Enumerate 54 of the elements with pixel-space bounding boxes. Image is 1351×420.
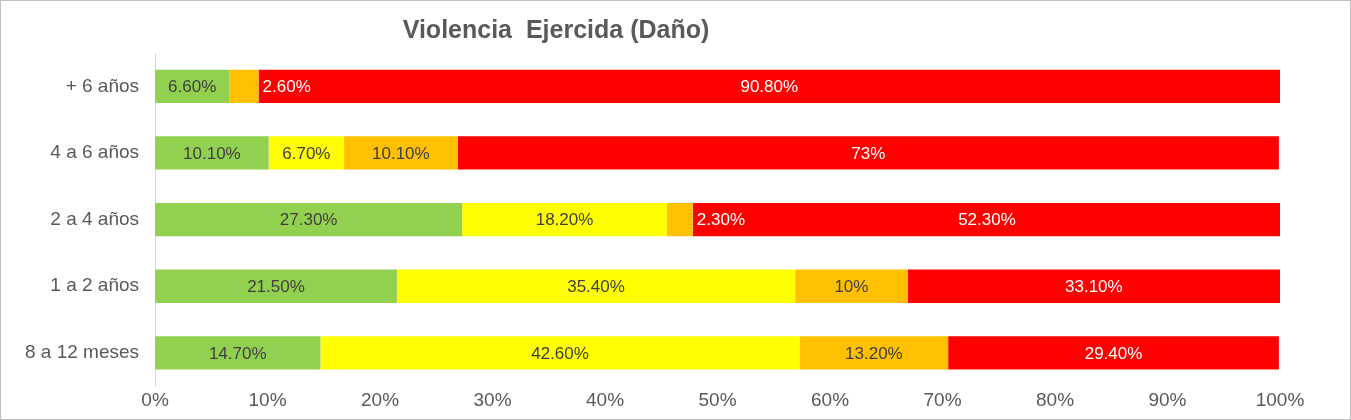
- x-tick-label: 90%: [1148, 388, 1187, 410]
- bar: [396, 269, 796, 303]
- data-label: 10%: [834, 276, 869, 296]
- data-label: 33.10%: [1064, 276, 1123, 296]
- data-label: 21.50%: [247, 276, 305, 296]
- bar: [155, 269, 397, 303]
- x-tick-label: 70%: [923, 388, 962, 410]
- data-label: 2.60%: [262, 77, 311, 97]
- bar: [795, 269, 908, 303]
- data-label: 10.10%: [372, 143, 430, 163]
- data-label: 29.40%: [1084, 343, 1143, 363]
- bar: [155, 136, 269, 170]
- data-label: 13.20%: [845, 343, 903, 363]
- x-tick-label: 40%: [586, 388, 625, 410]
- bar: [457, 136, 1279, 170]
- x-tick-label: 0%: [141, 388, 169, 410]
- bar: [155, 336, 321, 370]
- bar: [229, 69, 259, 103]
- bar: [948, 336, 1279, 370]
- data-label: 10.10%: [183, 143, 241, 163]
- x-tick-label: 20%: [361, 388, 400, 410]
- data-label: 35.40%: [567, 276, 625, 296]
- data-label: 27.30%: [279, 210, 338, 230]
- x-tick-label: 60%: [811, 388, 850, 410]
- x-tick-label: 30%: [473, 388, 512, 410]
- bar: [907, 269, 1280, 303]
- data-label: 2.30%: [696, 210, 745, 230]
- bar: [155, 202, 463, 237]
- y-tick-label: + 6 años: [65, 74, 140, 96]
- bar: [268, 136, 345, 170]
- bar: [666, 202, 693, 237]
- x-tick-label: 100%: [1255, 388, 1305, 410]
- data-label: 42.60%: [531, 343, 589, 363]
- bar: [344, 136, 458, 170]
- data-label: 73%: [851, 143, 886, 163]
- data-label: 14.70%: [208, 343, 267, 363]
- bar: [462, 202, 667, 237]
- chart-title: Violencia Ejercida (Daño): [401, 15, 711, 44]
- y-tick-label: 8 a 12 meses: [24, 341, 140, 363]
- x-tick-label: 80%: [1036, 388, 1075, 410]
- data-label: 90.80%: [740, 77, 799, 97]
- bar: [692, 202, 1280, 237]
- data-label: 18.20%: [535, 210, 594, 230]
- x-tick-label: 10%: [248, 388, 287, 410]
- data-label: 6.70%: [282, 143, 331, 163]
- bar: [799, 336, 949, 370]
- y-tick-label: 1 a 2 años: [50, 274, 140, 296]
- x-tick-label: 50%: [698, 388, 737, 410]
- bar: [258, 69, 1280, 103]
- y-tick-label: 2 a 4 años: [50, 207, 140, 229]
- bar: [320, 336, 800, 370]
- data-label: 52.30%: [958, 210, 1016, 230]
- data-label: 6.60%: [168, 77, 217, 97]
- y-tick-label: 4 a 6 años: [50, 141, 140, 163]
